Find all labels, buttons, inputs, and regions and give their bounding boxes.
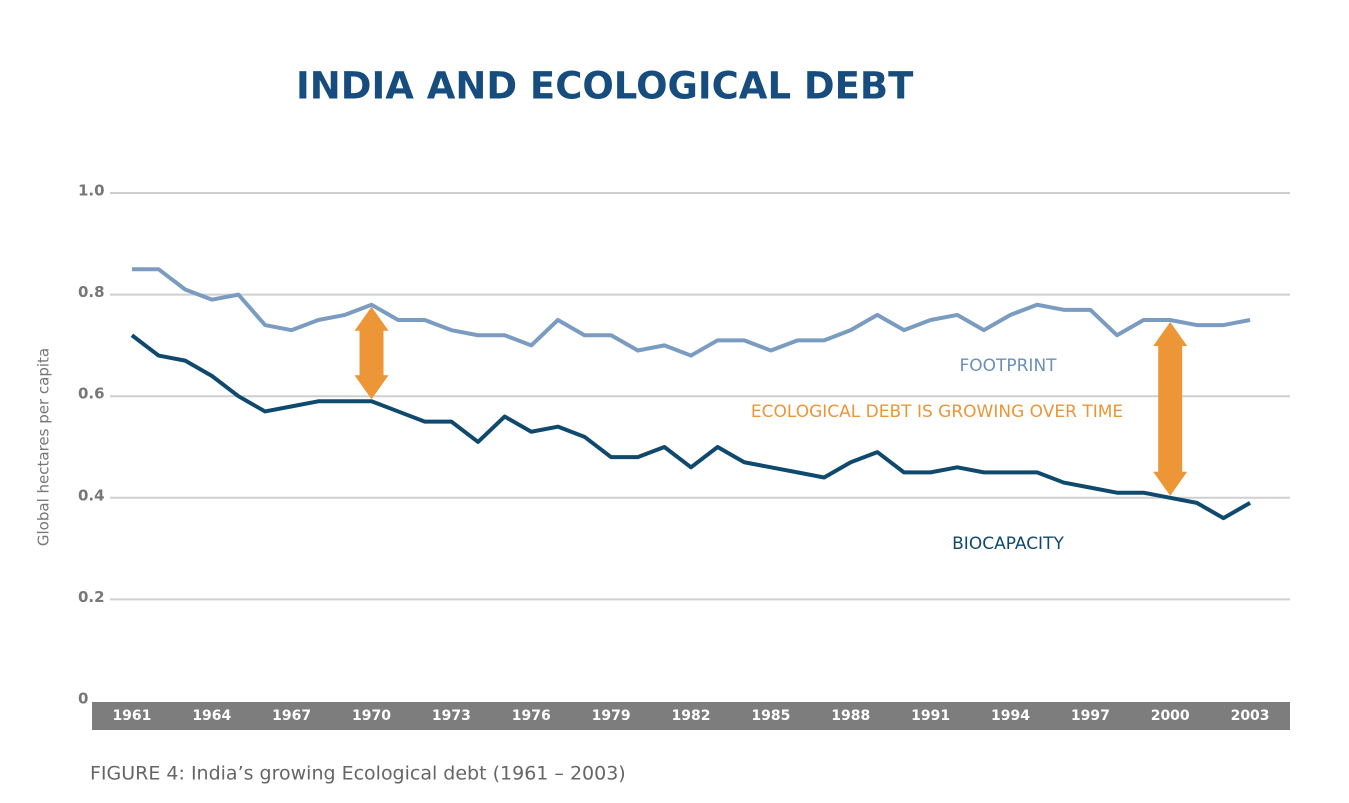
x-tick-label: 1994	[991, 708, 1030, 724]
series-line	[130, 333, 1252, 521]
footprint-label: FOOTPRINT	[959, 356, 1057, 376]
y-axis-label: Global hectares per capita	[35, 348, 53, 546]
x-tick-label: 1991	[911, 708, 950, 724]
chart-title: INDIA AND ECOLOGICAL DEBT	[296, 65, 914, 108]
y-tick-label: 0.8	[78, 283, 105, 301]
caption: FIGURE 4: India’s growing Ecological deb…	[90, 763, 626, 785]
x-tick-label: 1967	[272, 708, 311, 724]
debt-arrow	[354, 306, 389, 400]
plot	[130, 267, 1252, 521]
x-tick-label: 2000	[1151, 708, 1190, 724]
x-tick-label: 1964	[192, 708, 231, 724]
x-axis-band	[92, 702, 1290, 730]
grid	[110, 192, 1290, 601]
x-tick-label: 1985	[751, 708, 790, 724]
x-tick-label: 1973	[432, 708, 471, 724]
series-line	[131, 267, 1251, 358]
x-tick-label: 1970	[352, 708, 391, 724]
x-tick-label: 1988	[831, 708, 870, 724]
y-tick-label: 0	[78, 690, 88, 708]
x-tick-label: 2003	[1231, 708, 1270, 724]
debt-label: ECOLOGICAL DEBT IS GROWING OVER TIME	[751, 402, 1123, 422]
debt-arrow	[1153, 322, 1188, 496]
x-tick-label: 1997	[1071, 708, 1110, 724]
x-tick-label: 1982	[672, 708, 711, 724]
biocapacity-label: BIOCAPACITY	[952, 534, 1064, 554]
x-tick-label: 1979	[592, 708, 631, 724]
y-tick-label: 0.6	[78, 385, 105, 403]
y-tick-label: 0.2	[78, 588, 105, 606]
y-tick-label: 1.0	[78, 182, 105, 200]
x-tick-label: 1976	[512, 708, 551, 724]
y-tick-label: 0.4	[78, 486, 105, 504]
x-tick-label: 1961	[112, 708, 151, 724]
